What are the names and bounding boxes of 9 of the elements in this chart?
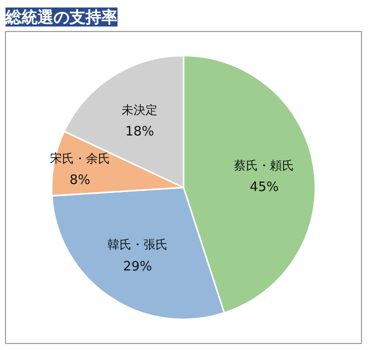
slice-label: 宋氏・余氏 <box>50 151 110 166</box>
data-label: 18% <box>125 124 154 140</box>
slice-label: 未決定 <box>122 102 158 117</box>
data-label: 29% <box>123 259 152 274</box>
chart-title: 総統選の支持率 <box>4 8 118 26</box>
data-label: 8% <box>70 173 90 188</box>
slice-label: 韓氏・張氏 <box>108 238 168 252</box>
data-label: 45% <box>250 180 279 196</box>
slice-label: 蔡氏・頼氏 <box>234 158 294 172</box>
